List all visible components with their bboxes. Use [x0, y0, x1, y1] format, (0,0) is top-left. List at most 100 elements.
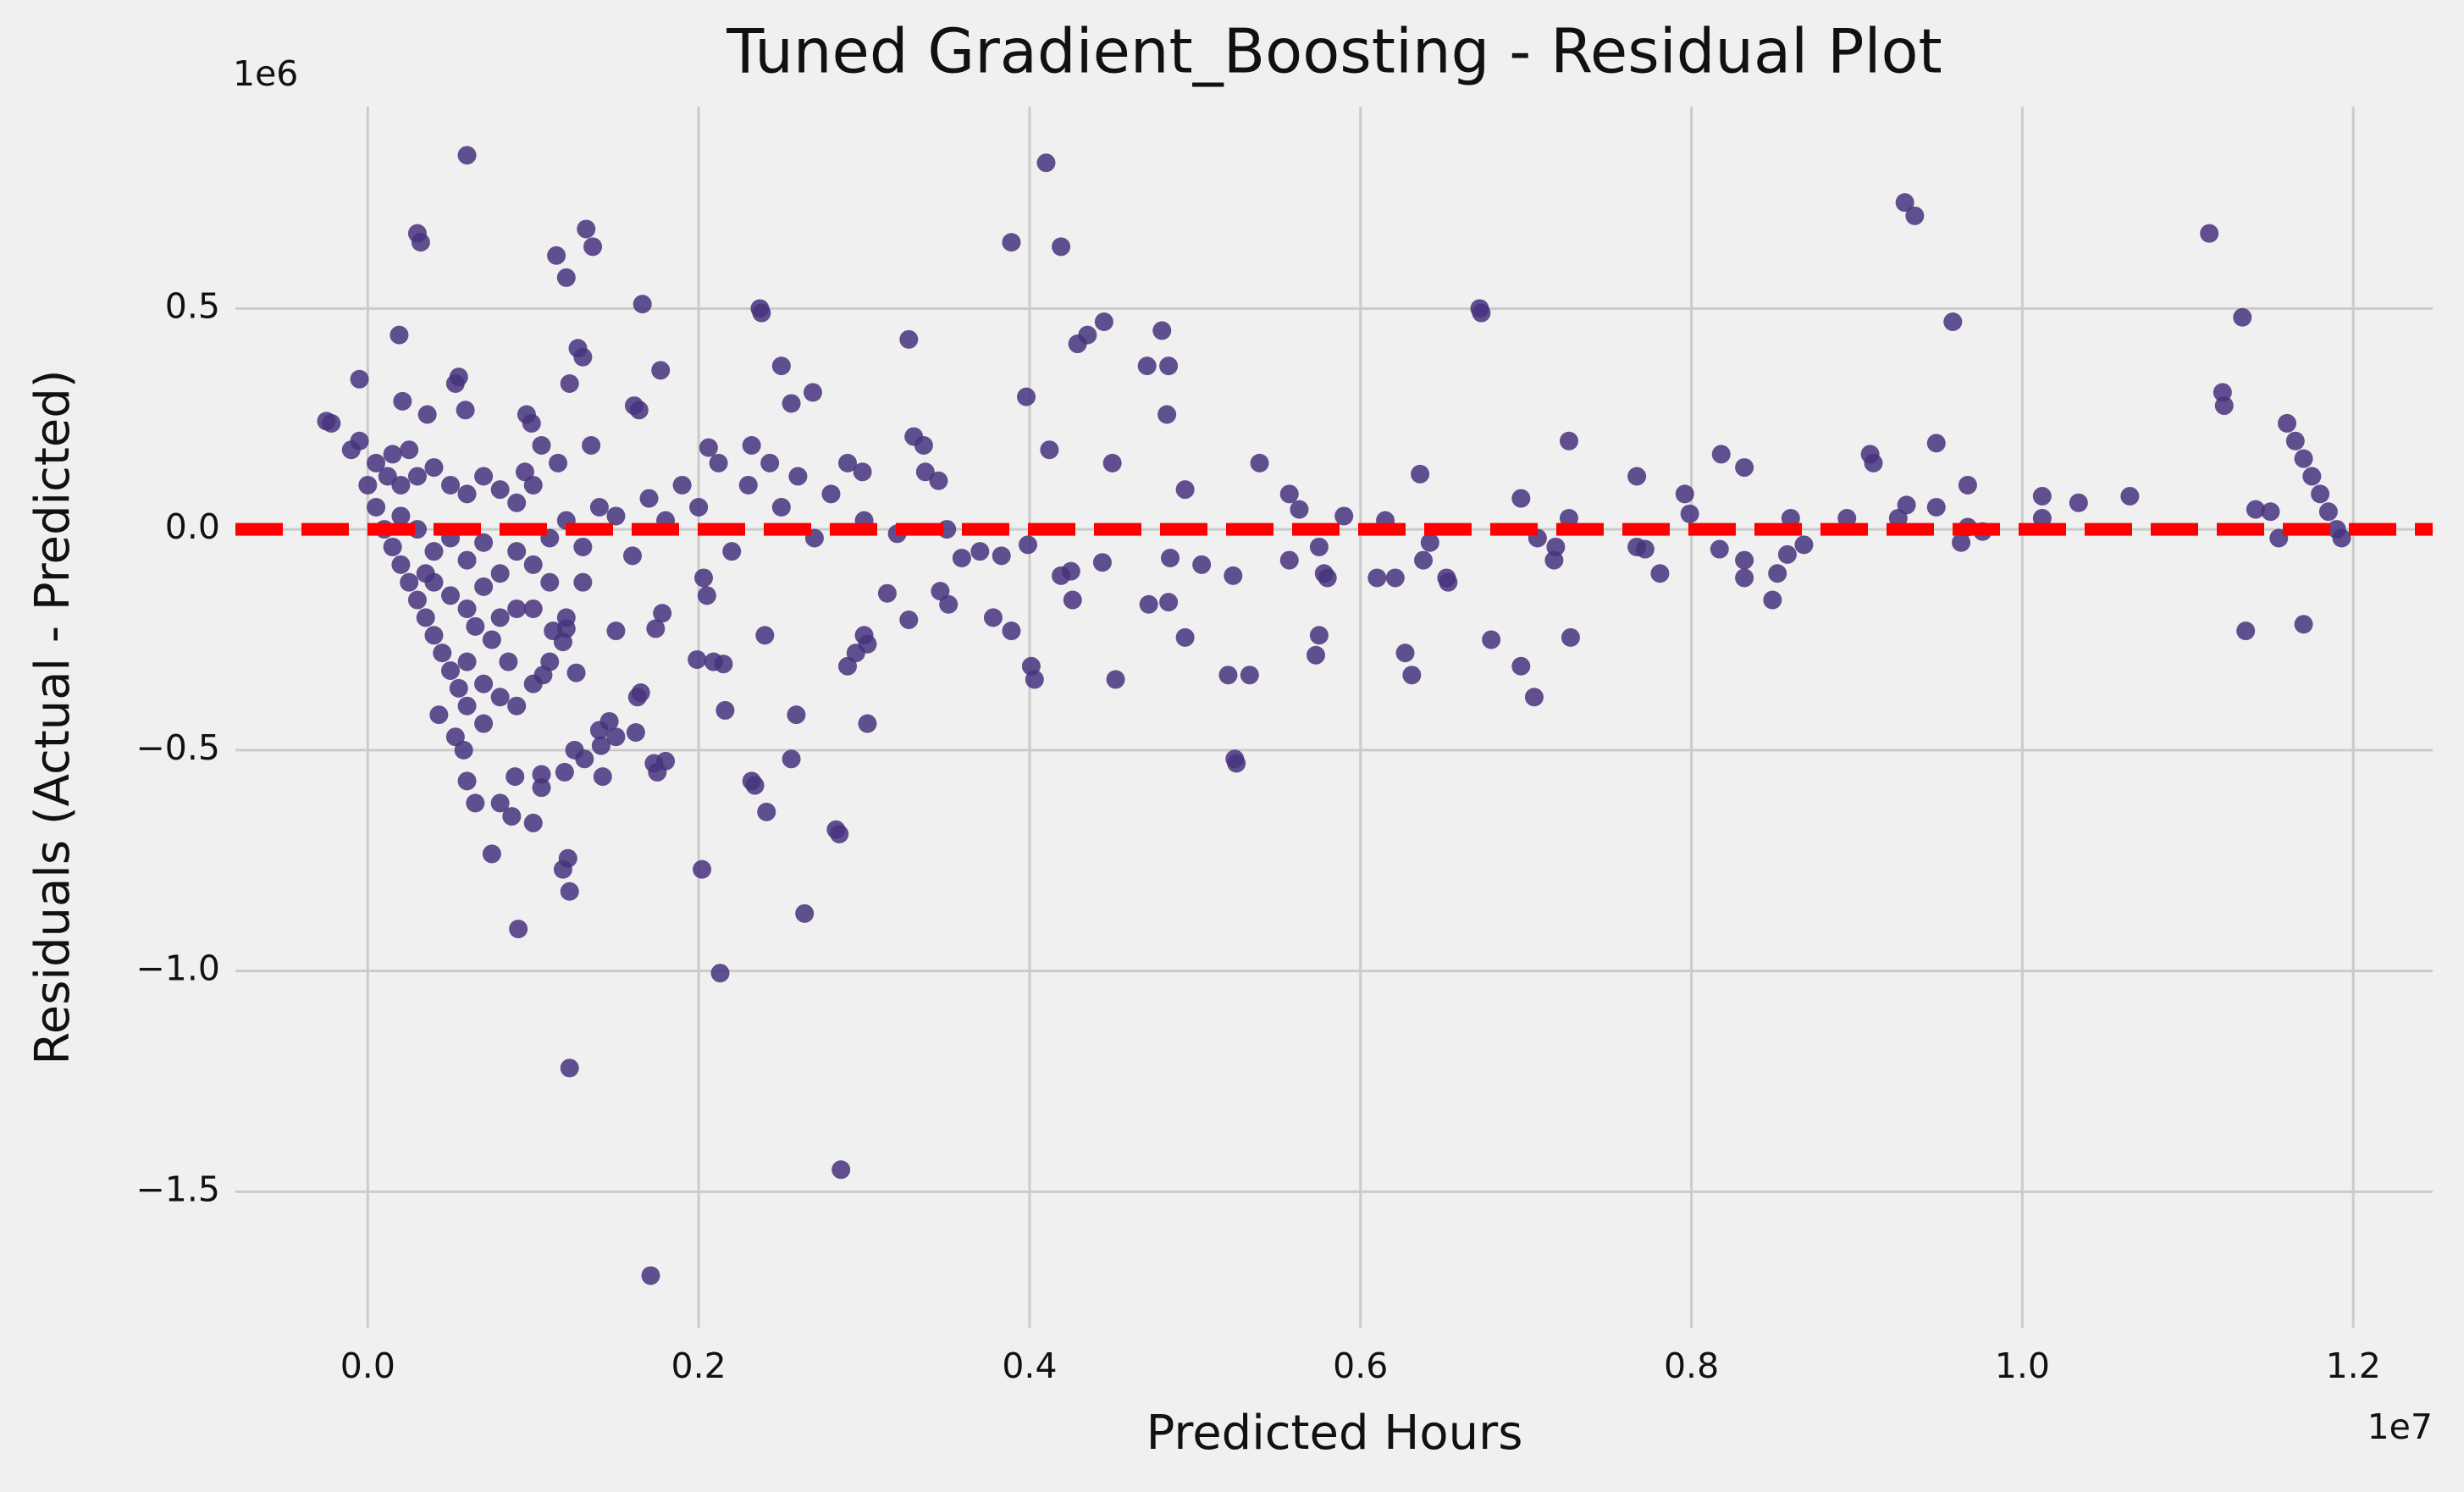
point: [738, 475, 758, 495]
point: [383, 445, 402, 464]
point: [1437, 568, 1456, 588]
y-tick-label: −1.0: [135, 948, 220, 989]
point: [1888, 509, 1908, 528]
point: [507, 696, 527, 716]
point: [742, 436, 761, 456]
point: [474, 533, 494, 552]
point: [560, 373, 579, 393]
point: [1905, 206, 1925, 225]
point: [1768, 564, 1787, 583]
point: [1735, 550, 1754, 570]
point: [1175, 480, 1195, 500]
point: [2032, 509, 2052, 528]
point: [553, 859, 572, 879]
point: [787, 705, 806, 725]
point: [1094, 312, 1113, 331]
point: [970, 542, 990, 561]
point: [1025, 670, 1044, 689]
point: [1710, 539, 1729, 559]
point: [1385, 568, 1405, 588]
point: [507, 493, 527, 512]
point: [1002, 233, 1021, 252]
point: [646, 619, 666, 638]
y-tick-label: −0.5: [135, 727, 220, 768]
point: [540, 572, 560, 592]
point: [745, 776, 765, 795]
point: [523, 599, 543, 618]
point: [697, 586, 716, 605]
point: [1106, 670, 1125, 689]
point: [1052, 566, 1071, 585]
point: [1334, 506, 1354, 526]
point: [556, 268, 576, 287]
point: [474, 714, 494, 733]
point: [1161, 548, 1180, 567]
point: [606, 506, 626, 526]
point: [1897, 495, 1916, 515]
point: [1544, 550, 1564, 570]
point: [573, 347, 593, 367]
point: [1068, 334, 1087, 354]
x-tick-label: 1.0: [1995, 1346, 2050, 1386]
point: [1763, 590, 1782, 610]
point: [1309, 537, 1329, 556]
point: [1018, 535, 1037, 555]
point: [710, 964, 730, 983]
point: [1137, 356, 1157, 376]
point: [474, 577, 494, 596]
point: [939, 594, 959, 614]
point: [1952, 533, 1971, 552]
point: [490, 564, 510, 583]
point: [983, 608, 1003, 627]
point: [838, 656, 858, 676]
point: [914, 436, 933, 456]
point: [1559, 509, 1578, 528]
point: [457, 146, 477, 165]
point: [899, 611, 919, 630]
point: [915, 462, 935, 482]
point: [1192, 555, 1212, 574]
point: [694, 568, 714, 588]
point: [1152, 321, 1172, 340]
point: [2294, 615, 2313, 634]
point: [714, 655, 733, 674]
point: [522, 413, 541, 433]
point: [929, 471, 948, 490]
point: [1680, 504, 1699, 523]
point: [490, 688, 510, 707]
point: [2294, 449, 2313, 468]
point: [1367, 568, 1387, 588]
point: [457, 550, 477, 570]
point: [2069, 493, 2088, 512]
point: [1240, 666, 1259, 685]
point: [389, 325, 409, 345]
point: [1627, 537, 1647, 556]
point: [803, 383, 822, 402]
point: [1958, 475, 1977, 495]
point: [566, 663, 586, 682]
point: [400, 440, 419, 460]
point: [583, 237, 603, 257]
point: [606, 622, 626, 641]
y-axis-label: Residuals (Actual - Predicted): [25, 369, 80, 1064]
point: [1279, 550, 1299, 570]
point: [830, 824, 849, 843]
point: [532, 765, 551, 784]
point: [457, 652, 477, 671]
point: [445, 373, 465, 393]
point: [507, 542, 527, 561]
point: [1650, 564, 1670, 583]
point: [507, 599, 527, 618]
point: [367, 498, 386, 517]
point: [358, 475, 378, 495]
point: [1735, 458, 1754, 478]
point: [2236, 622, 2256, 641]
point: [760, 453, 780, 472]
point: [831, 1160, 851, 1180]
point: [565, 740, 584, 760]
point: [441, 660, 461, 680]
point: [626, 722, 645, 742]
point: [622, 546, 642, 566]
point: [424, 626, 444, 645]
point: [466, 793, 485, 813]
